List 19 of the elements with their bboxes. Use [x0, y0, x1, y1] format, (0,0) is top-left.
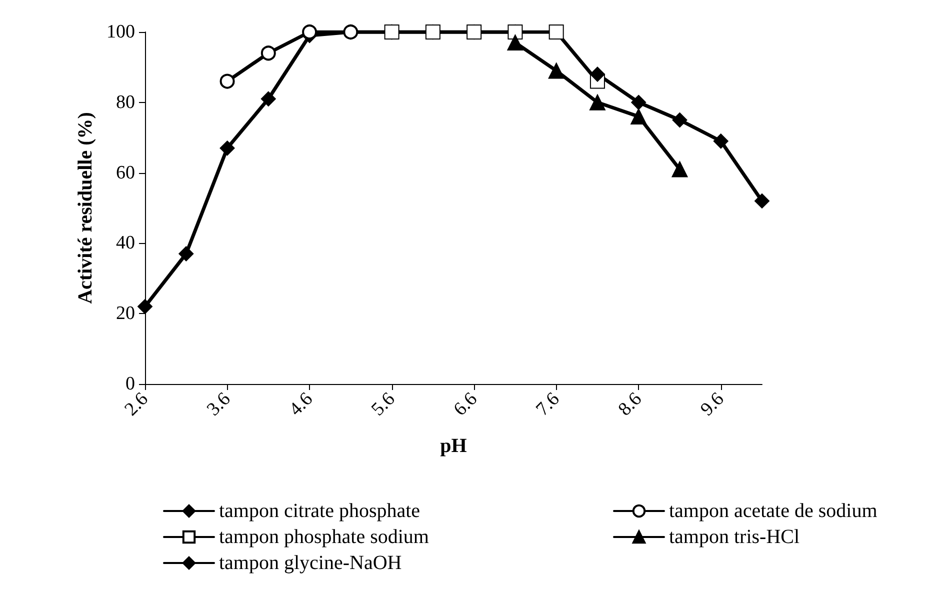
- y-tick-label: 40: [116, 232, 135, 254]
- y-tick-label: 60: [116, 162, 135, 184]
- x-tick-label: 9.6: [696, 388, 728, 420]
- x-tick-label: 5.6: [368, 388, 400, 420]
- y-tick-label: 80: [116, 92, 135, 113]
- x-tick-label: 3.6: [203, 388, 235, 420]
- legend-label: tampon phosphate sodium: [219, 526, 430, 548]
- y-tick-label: 20: [116, 303, 135, 324]
- legend-label: tampon glycine-NaOH: [219, 552, 402, 574]
- y-axis-title: Activité residuelle (%): [74, 112, 97, 304]
- legend-label: tampon citrate phosphate: [219, 500, 420, 522]
- y-tick-label: 100: [106, 22, 135, 42]
- legend-label: tampon tris-HCl: [669, 526, 800, 548]
- x-tick-label: 4.6: [285, 388, 317, 420]
- x-axis-title: pH: [440, 435, 468, 457]
- x-tick-label: 8.6: [614, 388, 646, 420]
- legend-label: tampon acetate de sodium: [669, 500, 878, 522]
- x-tick-label: 6.6: [450, 388, 482, 420]
- x-tick-label: 7.6: [532, 388, 564, 420]
